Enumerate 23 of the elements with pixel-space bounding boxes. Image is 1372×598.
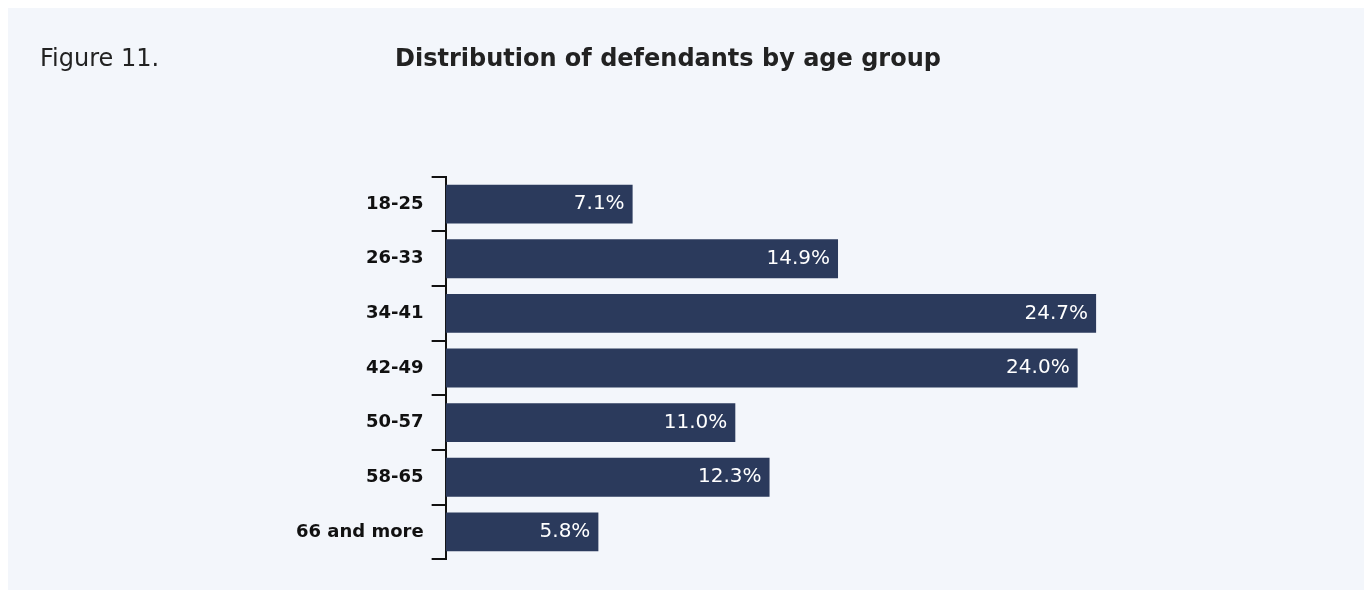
bar bbox=[445, 293, 1097, 333]
data-label: 5.8% bbox=[539, 518, 591, 543]
data-label: 12.3% bbox=[698, 463, 762, 488]
bar bbox=[445, 403, 736, 443]
bar bbox=[445, 184, 633, 224]
y-tick-label: 50-57 bbox=[366, 410, 424, 432]
data-label: 24.7% bbox=[1024, 299, 1089, 324]
bar bbox=[445, 348, 1078, 388]
data-label: 7.1% bbox=[573, 190, 625, 215]
data-label: 24.0% bbox=[1006, 354, 1070, 379]
bar bbox=[445, 239, 839, 279]
y-tick-label: 58-65 bbox=[366, 464, 424, 486]
y-tick-label: 66 and more bbox=[295, 519, 424, 541]
y-tick-label: 26-33 bbox=[366, 246, 424, 268]
chart-title: Distribution of defendants by age group bbox=[395, 44, 941, 72]
data-label: 14.9% bbox=[766, 244, 831, 269]
y-tick-label: 42-49 bbox=[366, 355, 424, 377]
data-label: 11.0% bbox=[663, 408, 728, 433]
y-tick-label: 34-41 bbox=[366, 301, 424, 323]
bar bbox=[445, 457, 770, 497]
bar bbox=[445, 512, 599, 552]
y-tick-label: 18-25 bbox=[366, 191, 424, 213]
caption: Figure 11. bbox=[40, 44, 161, 72]
